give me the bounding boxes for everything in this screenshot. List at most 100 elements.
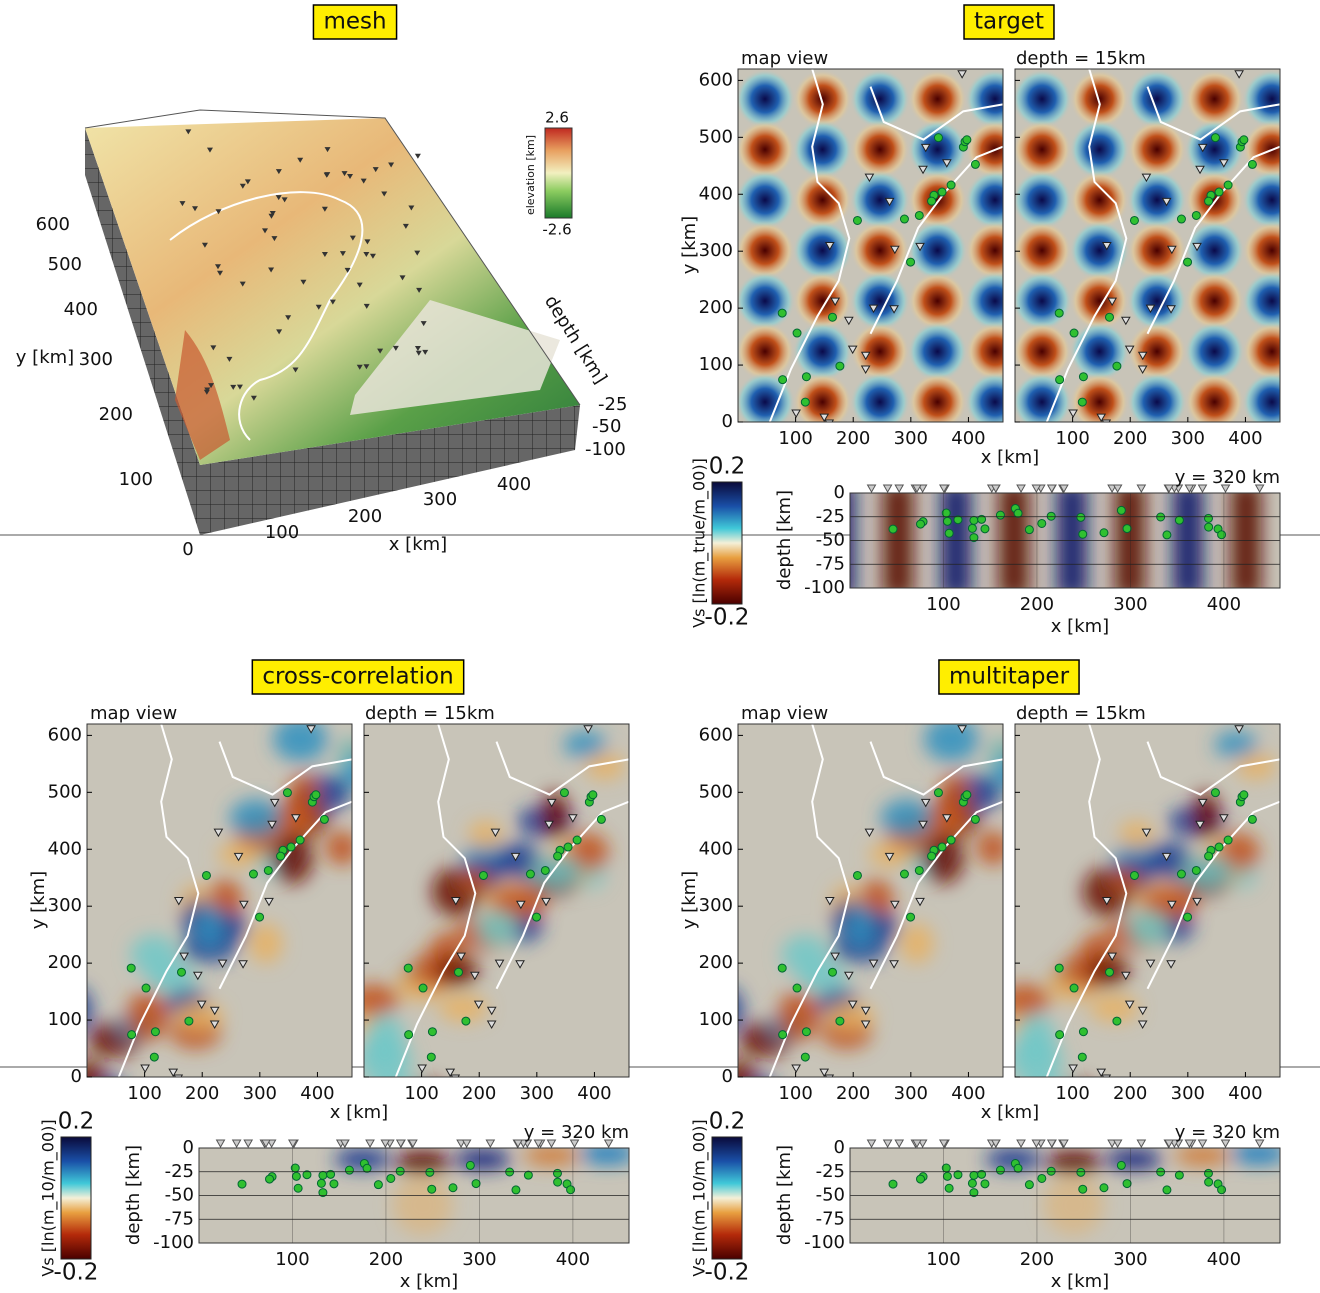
station <box>824 419 835 422</box>
title-box <box>963 4 1055 40</box>
station <box>344 267 351 273</box>
map <box>738 724 1003 1077</box>
anomaly <box>272 832 314 884</box>
source <box>404 1030 414 1040</box>
section-frame <box>849 492 1281 589</box>
y-tick-label: 0 <box>71 1066 82 1087</box>
station <box>882 484 893 494</box>
anomaly <box>394 1152 451 1173</box>
y-tick-label: 100 <box>699 1009 733 1030</box>
source <box>835 1016 845 1026</box>
map-frame <box>737 723 1004 1078</box>
station <box>1164 1139 1174 1149</box>
y-tick-label: 0 <box>834 1137 845 1158</box>
y-tick-label: 200 <box>699 297 733 318</box>
x-tick-label: 400 <box>1228 1083 1262 1104</box>
x-tick-label: 100 <box>778 1083 812 1104</box>
anomaly <box>87 992 93 1027</box>
source <box>933 133 943 143</box>
station <box>473 1000 484 1010</box>
station <box>544 820 554 830</box>
anomaly <box>923 832 965 884</box>
source <box>1217 1185 1227 1195</box>
station <box>408 1139 418 1149</box>
anomaly <box>1045 1152 1102 1173</box>
source <box>1203 1168 1213 1178</box>
station <box>388 162 395 168</box>
station <box>204 387 211 393</box>
station <box>486 1006 497 1016</box>
station <box>1112 1139 1123 1149</box>
source <box>1239 135 1249 145</box>
station <box>866 1139 877 1149</box>
source <box>427 1184 437 1194</box>
x-tick-label: 100 <box>778 428 812 449</box>
station <box>450 896 461 906</box>
source <box>995 510 1005 520</box>
source <box>329 1179 339 1189</box>
anomaly <box>1242 271 1280 331</box>
station <box>380 1139 391 1149</box>
station <box>456 952 467 962</box>
station <box>1124 345 1135 355</box>
coastline <box>1045 69 1128 422</box>
station <box>268 267 275 273</box>
anomaly <box>907 220 968 281</box>
source <box>970 159 980 169</box>
station <box>356 282 363 288</box>
station <box>941 159 952 168</box>
station <box>339 251 346 257</box>
anomaly <box>1128 910 1168 947</box>
station <box>1254 484 1265 494</box>
station <box>486 1020 497 1030</box>
source <box>953 515 963 525</box>
station <box>408 205 415 211</box>
anomaly <box>195 903 224 950</box>
station <box>215 209 222 215</box>
depth-tick-label: -100 <box>585 439 626 460</box>
source <box>588 790 598 800</box>
station <box>422 349 429 355</box>
source <box>362 1163 372 1173</box>
source <box>237 1179 247 1189</box>
anomalies <box>1015 731 1276 1077</box>
source <box>800 397 810 407</box>
source <box>1076 512 1086 522</box>
station <box>957 725 967 734</box>
anomaly <box>1105 1149 1162 1170</box>
source <box>1055 1030 1065 1040</box>
station <box>1291 767 1299 774</box>
y-tick-label: -100 <box>153 1232 194 1253</box>
source <box>1122 524 1132 534</box>
y-tick-label: 400 <box>699 838 733 859</box>
axis-label: x [km] <box>330 1102 388 1123</box>
x-tick-label: 200 <box>462 1083 496 1104</box>
station <box>843 971 854 981</box>
station <box>402 223 409 229</box>
anomaly <box>738 372 795 422</box>
station <box>269 798 280 808</box>
source <box>942 516 952 526</box>
anomaly <box>985 1149 1042 1170</box>
source <box>1078 1184 1088 1194</box>
station <box>868 304 879 314</box>
anomaly <box>792 170 853 230</box>
source <box>1176 869 1186 879</box>
station <box>894 484 905 494</box>
source <box>1129 215 1139 225</box>
station <box>1254 1139 1265 1149</box>
station <box>485 1139 496 1149</box>
anomaly <box>1015 1038 1064 1077</box>
x-tick-label: 100 <box>265 522 299 543</box>
station <box>416 287 423 293</box>
station <box>1291 112 1299 119</box>
anomaly <box>1015 69 1072 129</box>
panel-title: mesh <box>323 9 386 35</box>
station <box>819 1068 830 1077</box>
station <box>1184 1139 1195 1149</box>
anomaly <box>965 220 1003 281</box>
station <box>217 959 228 969</box>
source <box>373 1180 383 1190</box>
station <box>1166 245 1177 255</box>
source <box>792 328 802 338</box>
